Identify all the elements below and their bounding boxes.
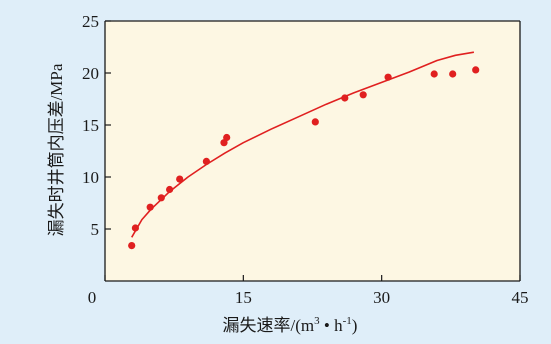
y-axis-title: 漏失时井筒内压差/MPa	[47, 63, 66, 236]
y-tick-label: 5	[91, 220, 100, 239]
x-axis-title: 漏失速率/(m3 • h-1)	[223, 315, 358, 335]
data-point	[430, 70, 438, 78]
data-point	[359, 91, 367, 99]
x-tick-label: 45	[512, 288, 529, 307]
y-tick-label: 20	[82, 64, 99, 83]
y-axis-ticks: 5 10 15 20 25	[82, 12, 111, 239]
data-point	[146, 203, 154, 211]
data-point	[472, 66, 480, 74]
data-point	[176, 175, 184, 183]
data-point	[223, 133, 231, 142]
y-tick-label: 15	[82, 116, 99, 135]
data-point	[131, 224, 139, 232]
data-point	[202, 157, 210, 165]
x-tick-label: 0	[88, 288, 97, 307]
x-tick-label: 30	[373, 288, 390, 307]
plot-frame	[104, 20, 521, 282]
x-axis-ticks: 0 15 30 45	[88, 275, 529, 307]
data-point	[128, 242, 136, 250]
data-point	[311, 118, 319, 126]
y-tick-label: 10	[82, 168, 99, 187]
y-tick-label: 25	[82, 12, 99, 31]
data-point	[449, 70, 457, 78]
plot-area	[105, 21, 520, 281]
data-points	[128, 66, 480, 250]
data-point	[384, 73, 392, 81]
x-tick-label: 15	[235, 288, 252, 307]
data-point	[166, 185, 174, 194]
data-point	[157, 194, 165, 202]
data-point	[341, 94, 349, 102]
